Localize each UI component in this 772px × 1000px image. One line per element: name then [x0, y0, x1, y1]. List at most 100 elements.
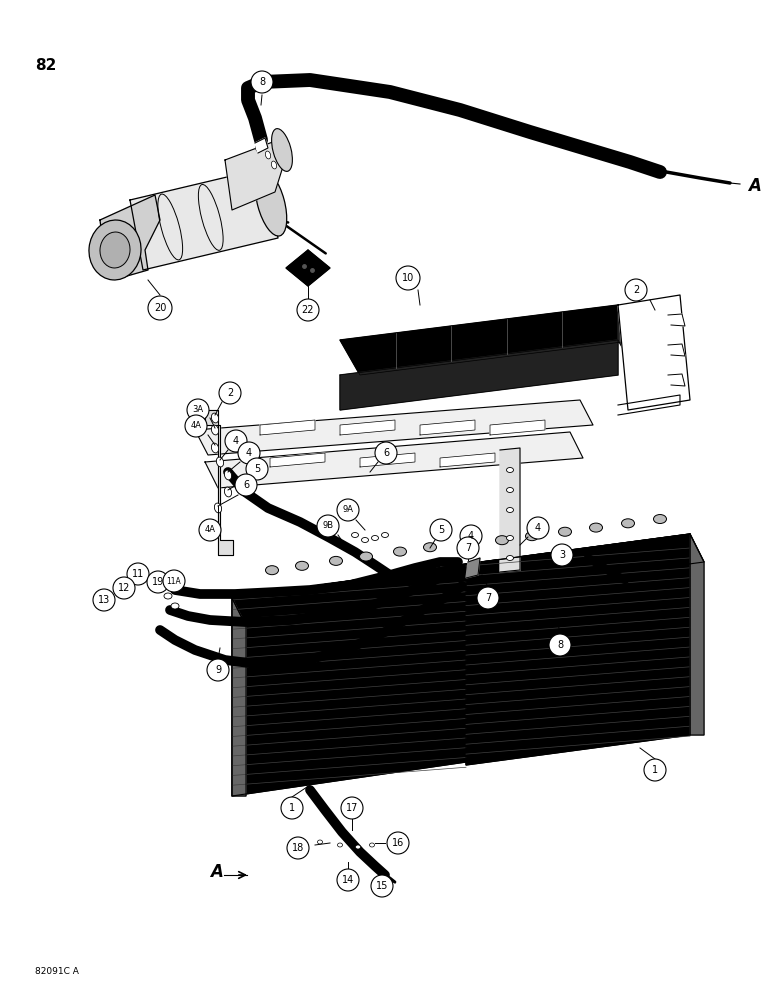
Ellipse shape [212, 413, 218, 423]
Circle shape [246, 458, 268, 480]
Text: 12: 12 [118, 583, 130, 593]
Polygon shape [232, 564, 466, 796]
Polygon shape [270, 453, 325, 467]
Text: 3: 3 [559, 550, 565, 560]
Circle shape [625, 279, 647, 301]
Ellipse shape [526, 532, 539, 541]
Circle shape [375, 442, 397, 464]
Text: 11A: 11A [167, 576, 181, 585]
Polygon shape [466, 534, 704, 592]
Ellipse shape [330, 556, 343, 565]
Text: 5: 5 [254, 464, 260, 474]
Circle shape [185, 415, 207, 437]
Polygon shape [440, 453, 495, 467]
Text: 19: 19 [152, 577, 164, 587]
Polygon shape [340, 340, 618, 410]
Circle shape [235, 474, 257, 496]
Ellipse shape [654, 515, 666, 524]
Polygon shape [360, 453, 415, 467]
Ellipse shape [360, 552, 373, 561]
Polygon shape [500, 448, 520, 572]
Text: 1: 1 [652, 765, 658, 775]
Text: 82: 82 [35, 58, 56, 73]
Ellipse shape [371, 536, 378, 540]
Ellipse shape [424, 543, 436, 552]
Circle shape [430, 519, 452, 541]
Polygon shape [130, 168, 278, 270]
Text: 14: 14 [342, 875, 354, 885]
Ellipse shape [621, 519, 635, 528]
Ellipse shape [506, 536, 513, 540]
Ellipse shape [337, 843, 343, 847]
Ellipse shape [215, 503, 222, 513]
Circle shape [477, 587, 499, 609]
Circle shape [281, 797, 303, 819]
Text: 20: 20 [154, 303, 166, 313]
Text: 6: 6 [383, 448, 389, 458]
Ellipse shape [256, 170, 286, 236]
Text: 8: 8 [259, 77, 265, 87]
Polygon shape [205, 410, 233, 555]
Polygon shape [466, 558, 480, 578]
Ellipse shape [506, 508, 513, 512]
Text: 4: 4 [246, 448, 252, 458]
Circle shape [549, 634, 571, 656]
Circle shape [148, 296, 172, 320]
Text: A: A [748, 177, 761, 195]
Polygon shape [225, 140, 285, 210]
Ellipse shape [225, 487, 232, 497]
Text: 2: 2 [633, 285, 639, 295]
Ellipse shape [100, 232, 130, 268]
Circle shape [187, 399, 209, 421]
Text: 9: 9 [215, 665, 221, 675]
Ellipse shape [216, 457, 224, 467]
Circle shape [460, 525, 482, 547]
Ellipse shape [394, 547, 407, 556]
Ellipse shape [212, 443, 218, 453]
Text: 82091C A: 82091C A [35, 967, 79, 976]
Ellipse shape [370, 843, 374, 847]
Polygon shape [490, 420, 545, 435]
Circle shape [147, 571, 169, 593]
Ellipse shape [558, 527, 571, 536]
Circle shape [371, 875, 393, 897]
Circle shape [337, 499, 359, 521]
Text: 4A: 4A [205, 526, 215, 534]
Polygon shape [690, 534, 704, 735]
Text: 18: 18 [292, 843, 304, 853]
Ellipse shape [506, 556, 513, 560]
Text: 7: 7 [465, 543, 471, 553]
Polygon shape [668, 374, 685, 386]
Ellipse shape [506, 488, 513, 492]
Text: 8: 8 [557, 640, 563, 650]
Polygon shape [340, 305, 638, 375]
Polygon shape [618, 295, 690, 410]
Text: 7: 7 [485, 593, 491, 603]
Ellipse shape [496, 536, 509, 545]
Ellipse shape [351, 532, 358, 538]
Ellipse shape [506, 468, 513, 473]
Text: 9B: 9B [323, 522, 334, 530]
Circle shape [644, 759, 666, 781]
Polygon shape [255, 138, 268, 153]
Ellipse shape [256, 144, 261, 152]
Polygon shape [195, 400, 593, 455]
Ellipse shape [212, 425, 218, 435]
Text: 22: 22 [302, 305, 314, 315]
Text: 2: 2 [227, 388, 233, 398]
Circle shape [341, 797, 363, 819]
Polygon shape [205, 432, 583, 488]
Polygon shape [668, 344, 685, 356]
Ellipse shape [266, 151, 271, 159]
Circle shape [457, 537, 479, 559]
Polygon shape [232, 564, 480, 626]
Ellipse shape [272, 161, 276, 169]
Ellipse shape [89, 220, 141, 280]
Ellipse shape [361, 538, 368, 542]
Polygon shape [420, 420, 475, 435]
Ellipse shape [164, 593, 172, 599]
Ellipse shape [225, 470, 232, 480]
Circle shape [238, 442, 260, 464]
Polygon shape [286, 250, 330, 286]
Circle shape [527, 517, 549, 539]
